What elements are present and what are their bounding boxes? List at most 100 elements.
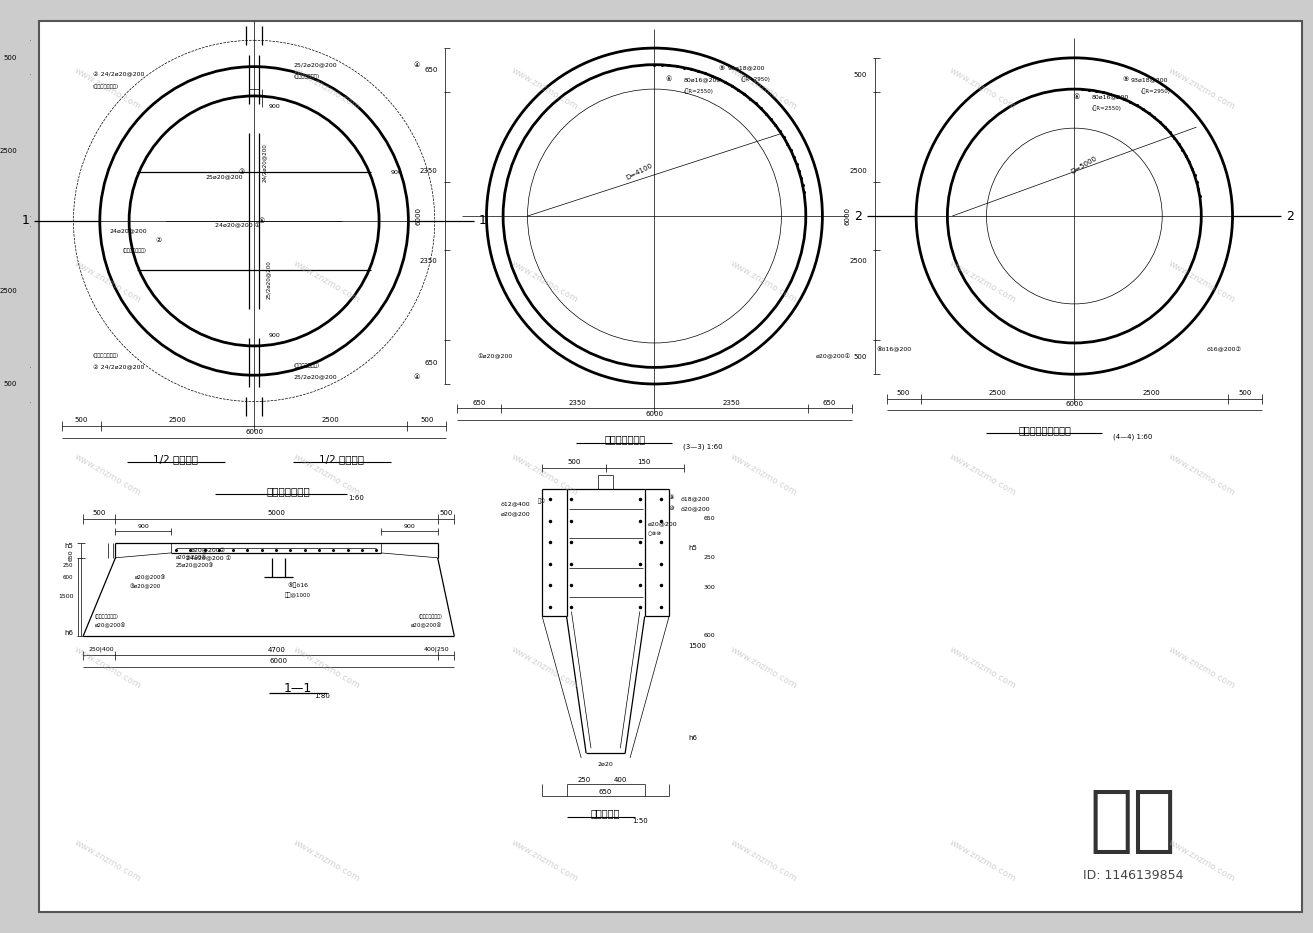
Text: h5: h5 bbox=[688, 545, 697, 551]
Text: ⑥: ⑥ bbox=[666, 77, 672, 82]
Text: h6: h6 bbox=[64, 630, 74, 636]
Text: ö12@400: ö12@400 bbox=[500, 502, 530, 507]
Text: 24ø20@200 ①: 24ø20@200 ① bbox=[215, 223, 260, 229]
Text: www.znzmo.com: www.znzmo.com bbox=[729, 66, 798, 112]
Text: www.znzmo.com: www.znzmo.com bbox=[1166, 66, 1237, 112]
Text: 2500: 2500 bbox=[0, 288, 17, 294]
Text: 24ø20@200 ①: 24ø20@200 ① bbox=[185, 556, 231, 562]
Text: www.znzmo.com: www.znzmo.com bbox=[509, 452, 580, 497]
Text: 500: 500 bbox=[897, 390, 910, 396]
Text: ○⑨⑩: ○⑨⑩ bbox=[647, 531, 662, 536]
Text: (4—4) 1:60: (4—4) 1:60 bbox=[1113, 434, 1153, 440]
Text: 2500: 2500 bbox=[168, 417, 186, 424]
Text: (弧R=2950): (弧R=2950) bbox=[741, 77, 771, 82]
Text: (弧R=2550): (弧R=2550) bbox=[1092, 105, 1121, 111]
Text: (与底平钉筋搭接): (与底平钉筋搭接) bbox=[419, 614, 442, 619]
Text: 80ø16@200: 80ø16@200 bbox=[1092, 94, 1129, 100]
Text: (与底板钉筋搭接): (与底板钉筋搭接) bbox=[293, 363, 319, 368]
Text: 1/2 下层钉筋: 1/2 下层钉筋 bbox=[319, 454, 365, 465]
Text: 2500: 2500 bbox=[322, 417, 340, 424]
Text: ⑥: ⑥ bbox=[259, 218, 265, 224]
Text: 1500: 1500 bbox=[688, 643, 706, 648]
Text: (弧R=2550): (弧R=2550) bbox=[684, 89, 714, 94]
Text: ②: ② bbox=[155, 238, 161, 244]
Text: ø20@200②: ø20@200② bbox=[190, 549, 226, 553]
Text: 25/2ø20@200: 25/2ø20@200 bbox=[293, 375, 337, 380]
Text: 650: 650 bbox=[704, 516, 714, 522]
Text: www.znzmo.com: www.znzmo.com bbox=[948, 645, 1018, 690]
Text: 500: 500 bbox=[75, 417, 88, 424]
Text: ② 24/2ø20@200: ② 24/2ø20@200 bbox=[93, 365, 144, 370]
Text: 150: 150 bbox=[638, 459, 651, 466]
Text: 900: 900 bbox=[269, 104, 281, 109]
Text: 6000: 6000 bbox=[1065, 401, 1083, 408]
Text: 刀脚钉筋平面图: 刀脚钉筋平面图 bbox=[604, 435, 646, 445]
Text: 80ø16@200: 80ø16@200 bbox=[684, 77, 721, 82]
Text: (与底板钉筋搭接): (与底板钉筋搭接) bbox=[93, 84, 119, 89]
Text: 2500: 2500 bbox=[850, 258, 868, 264]
Text: 1:50: 1:50 bbox=[632, 818, 647, 825]
Text: h6: h6 bbox=[688, 735, 697, 742]
Text: 6000: 6000 bbox=[844, 207, 851, 225]
Text: (与底平钉筋搭接): (与底平钉筋搭接) bbox=[95, 614, 118, 619]
Text: ø20@200④: ø20@200④ bbox=[411, 623, 442, 629]
Text: ö20@200: ö20@200 bbox=[681, 507, 710, 511]
Text: 24/2ø20@200: 24/2ø20@200 bbox=[261, 143, 267, 182]
Text: www.znzmo.com: www.znzmo.com bbox=[291, 259, 361, 305]
Text: ⑥: ⑥ bbox=[1074, 94, 1081, 100]
Text: www.znzmo.com: www.znzmo.com bbox=[729, 645, 798, 690]
Text: ④: ④ bbox=[414, 62, 420, 68]
Text: 沉井井壁钉筋平面图: 沉井井壁钉筋平面图 bbox=[1019, 425, 1071, 435]
Text: 600: 600 bbox=[704, 634, 714, 638]
Text: ö16@200⑦: ö16@200⑦ bbox=[1207, 347, 1241, 353]
Text: www.znzmo.com: www.znzmo.com bbox=[509, 66, 580, 112]
Text: www.znzmo.com: www.znzmo.com bbox=[729, 259, 798, 305]
Text: www.znzmo.com: www.znzmo.com bbox=[1166, 838, 1237, 884]
Text: ø20@200③: ø20@200③ bbox=[135, 575, 167, 580]
Text: www.znzmo.com: www.znzmo.com bbox=[72, 452, 143, 497]
Text: Ⓢ①: Ⓢ① bbox=[537, 498, 545, 504]
Text: 1—1: 1—1 bbox=[284, 682, 312, 695]
Text: 900: 900 bbox=[403, 524, 415, 529]
Text: ③: ③ bbox=[238, 169, 244, 175]
Text: 2: 2 bbox=[855, 210, 863, 223]
Text: 250: 250 bbox=[63, 564, 74, 568]
Text: ø20@200: ø20@200 bbox=[500, 511, 530, 516]
Text: ④: ④ bbox=[414, 374, 420, 380]
Text: www.znzmo.com: www.znzmo.com bbox=[291, 645, 361, 690]
Text: ö18@200: ö18@200 bbox=[681, 496, 710, 502]
Text: 250: 250 bbox=[578, 777, 591, 784]
Text: 2: 2 bbox=[1287, 210, 1295, 223]
Text: 2ø20: 2ø20 bbox=[597, 762, 613, 767]
Text: www.znzmo.com: www.znzmo.com bbox=[509, 838, 580, 884]
Text: www.znzmo.com: www.znzmo.com bbox=[1166, 645, 1237, 690]
Text: 500: 500 bbox=[4, 55, 17, 61]
Text: 1: 1 bbox=[479, 215, 487, 228]
Text: h5: h5 bbox=[64, 543, 74, 550]
Text: (与底板钉筋搭接): (与底板钉筋搭接) bbox=[123, 248, 147, 253]
Text: ⑨: ⑨ bbox=[718, 64, 725, 71]
Text: www.znzmo.com: www.znzmo.com bbox=[948, 259, 1018, 305]
Text: 500: 500 bbox=[4, 381, 17, 387]
Text: www.znzmo.com: www.znzmo.com bbox=[948, 452, 1018, 497]
Text: ø20@200④: ø20@200④ bbox=[95, 623, 126, 629]
Text: (弧R=2950): (弧R=2950) bbox=[1141, 89, 1171, 94]
Text: ③ø20@200: ③ø20@200 bbox=[130, 584, 161, 590]
Text: ⑤舅ö16: ⑤舅ö16 bbox=[288, 582, 309, 588]
Text: 25/2ø20@200: 25/2ø20@200 bbox=[265, 260, 270, 299]
Text: 650: 650 bbox=[424, 359, 437, 366]
Text: 650: 650 bbox=[68, 550, 74, 561]
Text: 2500: 2500 bbox=[1142, 390, 1159, 396]
Text: 24ø20@200: 24ø20@200 bbox=[109, 229, 147, 233]
Text: ø20@200①: ø20@200① bbox=[815, 354, 851, 359]
Text: ⑨: ⑨ bbox=[668, 494, 674, 500]
Text: 93ø18@200: 93ø18@200 bbox=[1130, 77, 1169, 82]
Text: 2350: 2350 bbox=[420, 258, 437, 264]
Text: 2500: 2500 bbox=[0, 147, 17, 154]
Text: 4700: 4700 bbox=[268, 647, 285, 652]
Text: 6000: 6000 bbox=[269, 659, 288, 664]
Text: www.znzmo.com: www.znzmo.com bbox=[72, 66, 143, 112]
Text: 500: 500 bbox=[1238, 390, 1251, 396]
Text: (与底板钉筋搭接): (与底板钉筋搭接) bbox=[93, 354, 119, 358]
Text: www.znzmo.com: www.znzmo.com bbox=[509, 645, 580, 690]
